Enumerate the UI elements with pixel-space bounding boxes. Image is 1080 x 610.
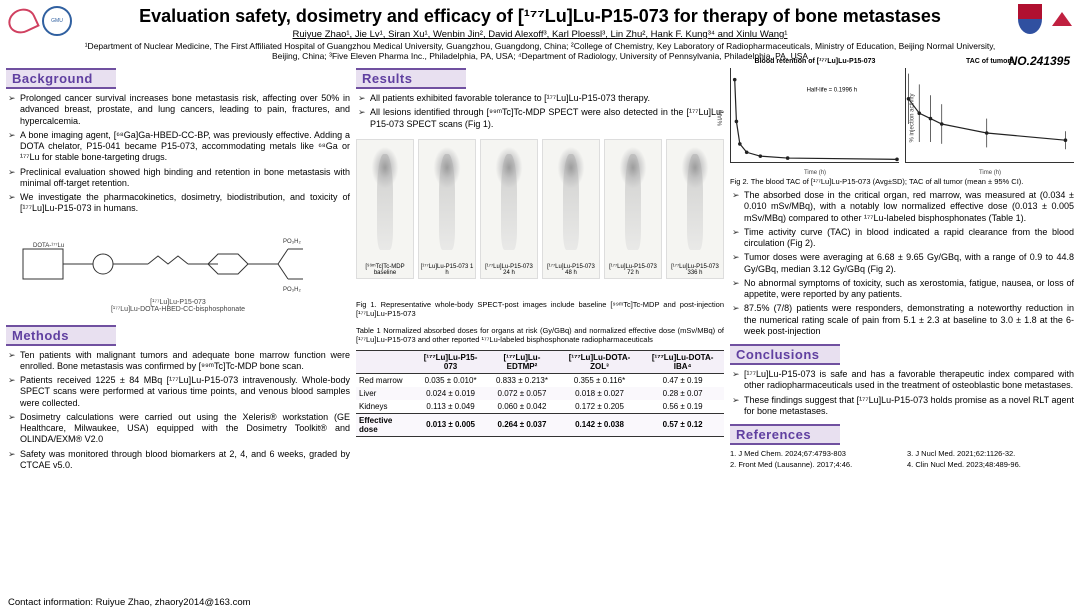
- five-eleven-icon: [1052, 12, 1072, 26]
- column-left: Background Prolonged cancer survival inc…: [6, 68, 350, 588]
- table1-caption: Table 1 Normalized absorbed doses for or…: [356, 326, 724, 344]
- table-row: Red marrow0.035 ± 0.010*0.833 ± 0.213*0.…: [356, 373, 724, 387]
- reference-item: 1. J Med Chem. 2024;67:4793-803: [730, 449, 897, 459]
- list-item: No abnormal symptoms of toxicity, such a…: [732, 278, 1074, 301]
- hospital-logo-icon: [4, 4, 40, 38]
- right-logos: [1018, 4, 1072, 34]
- fig2-caption: Fig 2. The blood TAC of [¹⁷⁷Lu]Lu-P15-07…: [730, 177, 1074, 186]
- spect-panels: [⁹⁹ᵐTc]Tc-MDP baseline[¹⁷⁷Lu]Lu-P15-073 …: [356, 139, 724, 279]
- author-list: Ruiyue Zhao¹, Jie Lv¹, Siran Xu¹, Wenbin…: [10, 29, 1070, 40]
- column-middle: Results All patients exhibited favorable…: [356, 68, 724, 588]
- molecule-name-2: [¹⁷⁷Lu]Lu-DOTA-HBED-CC-bisphosphonate: [111, 306, 245, 313]
- list-item: [¹⁷⁷Lu]Lu-P15-073 is safe and has a favo…: [732, 369, 1074, 392]
- reference-item: 3. J Nucl Med. 2021;62:1126-32.: [907, 449, 1074, 459]
- poster-body: Background Prolonged cancer survival inc…: [0, 60, 1080, 590]
- section-title-background: Background: [6, 68, 116, 89]
- list-item: Safety was monitored through blood bioma…: [8, 449, 350, 472]
- column-right: Blood retention of [¹⁷⁷Lu]Lu-P15-073 048…: [730, 68, 1074, 588]
- results-right-list: The absorbed dose in the critical organ,…: [730, 190, 1074, 340]
- conclusions-list: [¹⁷⁷Lu]Lu-P15-073 is safe and has a favo…: [730, 369, 1074, 420]
- reference-list: 1. J Med Chem. 2024;67:4793-803 3. J Nucl…: [730, 449, 1074, 470]
- list-item: All patients exhibited favorable toleran…: [358, 93, 724, 104]
- penn-shield-icon: [1018, 4, 1042, 34]
- list-item: Preclinical evaluation showed high bindi…: [8, 167, 350, 190]
- section-title-conclusions: Conclusions: [730, 344, 840, 365]
- list-item: A bone imaging agent, [⁶⁸Ga]Ga-HBED-CC-B…: [8, 130, 350, 164]
- list-item: We investigate the pharmacokinetics, dos…: [8, 192, 350, 215]
- left-logos: GMU: [8, 6, 72, 36]
- svg-text:PO₃H₂: PO₃H₂: [283, 239, 301, 245]
- list-item: These findings suggest that [¹⁷⁷Lu]Lu-P1…: [732, 395, 1074, 418]
- molecule-name-1: [¹⁷⁷Lu]Lu-P15-073: [150, 299, 206, 306]
- spect-panel: [¹⁷⁷Lu]Lu-P15-073 336 h: [666, 139, 724, 279]
- tac-tumors-chart: TAC of tumors 05010015020025030035001234…: [905, 68, 1074, 163]
- poster-title: Evaluation safety, dosimetry and efficac…: [10, 4, 1070, 27]
- chart-blood-title: Blood retention of [¹⁷⁷Lu]Lu-P15-073: [731, 58, 899, 65]
- list-item: Tumor doses were averaging at 6.68 ± 9.6…: [732, 252, 1074, 275]
- list-item: Ten patients with malignant tumors and a…: [8, 350, 350, 373]
- background-list: Prolonged cancer survival increases bone…: [6, 93, 350, 218]
- reference-item: 4. Clin Nucl Med. 2023;48:489-96.: [907, 460, 1074, 470]
- list-item: All lesions identified through [⁹⁹ᵐTc]Tc…: [358, 107, 724, 130]
- contact-info: Contact information: Ruiyue Zhao, zhaory…: [8, 597, 251, 608]
- spect-panel: [⁹⁹ᵐTc]Tc-MDP baseline: [356, 139, 414, 279]
- list-item: Prolonged cancer survival increases bone…: [8, 93, 350, 127]
- university-seal-icon: GMU: [42, 6, 72, 36]
- table-row: Liver0.024 ± 0.0190.072 ± 0.0570.018 ± 0…: [356, 387, 724, 400]
- reference-item: 2. Front Med (Lausanne). 2017;4:46.: [730, 460, 897, 470]
- section-title-results: Results: [356, 68, 466, 89]
- methods-list: Ten patients with malignant tumors and a…: [6, 350, 350, 475]
- list-item: Patients received 1225 ± 84 MBq [¹⁷⁷Lu]L…: [8, 375, 350, 409]
- blood-retention-chart: Blood retention of [¹⁷⁷Lu]Lu-P15-073 048…: [730, 68, 899, 163]
- spect-panel: [¹⁷⁷Lu]Lu-P15-073 1 h: [418, 139, 476, 279]
- svg-text:Half-life = 0.1996 h: Half-life = 0.1996 h: [807, 88, 858, 94]
- table-row: Effective dose0.013 ± 0.0050.264 ± 0.037…: [356, 413, 724, 436]
- list-item: The absorbed dose in the critical organ,…: [732, 190, 1074, 224]
- svg-text:PO₃H₂: PO₃H₂: [283, 287, 301, 293]
- spect-panel: [¹⁷⁷Lu]Lu-P15-073 72 h: [604, 139, 662, 279]
- section-title-references: References: [730, 424, 840, 445]
- figure-2-charts: Blood retention of [¹⁷⁷Lu]Lu-P15-073 048…: [730, 68, 1074, 163]
- poster-header: GMU Evaluation safety, dosimetry and eff…: [0, 0, 1080, 60]
- spect-panel: [¹⁷⁷Lu]Lu-P15-073 24 h: [480, 139, 538, 279]
- spect-figure: [⁹⁹ᵐTc]Tc-MDP baseline[¹⁷⁷Lu]Lu-P15-073 …: [356, 139, 724, 294]
- list-item: Dosimetry calculations were carried out …: [8, 412, 350, 446]
- results-top-list: All patients exhibited favorable toleran…: [356, 93, 724, 133]
- svg-text:DOTA-¹⁷⁷Lu: DOTA-¹⁷⁷Lu: [33, 242, 64, 249]
- list-item: 87.5% (7/8) patients were responders, de…: [732, 303, 1074, 337]
- molecule-diagram: DOTA-¹⁷⁷Lu PO₃H₂ PO₃H₂ [¹⁷⁷Lu]Lu-P15-073…: [6, 224, 350, 319]
- chart-tac-title: TAC of tumors: [906, 58, 1074, 65]
- fig1-caption: Fig 1. Representative whole-body SPECT-p…: [356, 300, 724, 318]
- spect-panel: [¹⁷⁷Lu]Lu-P15-073 48 h: [542, 139, 600, 279]
- table-row: Kidneys0.113 ± 0.0490.060 ± 0.0420.172 ±…: [356, 400, 724, 414]
- section-title-methods: Methods: [6, 325, 116, 346]
- table-1: [¹⁷⁷Lu]Lu-P15-073[¹⁷⁷Lu]Lu-EDTMP²[¹⁷⁷Lu]…: [356, 350, 724, 437]
- list-item: Time activity curve (TAC) in blood indic…: [732, 227, 1074, 250]
